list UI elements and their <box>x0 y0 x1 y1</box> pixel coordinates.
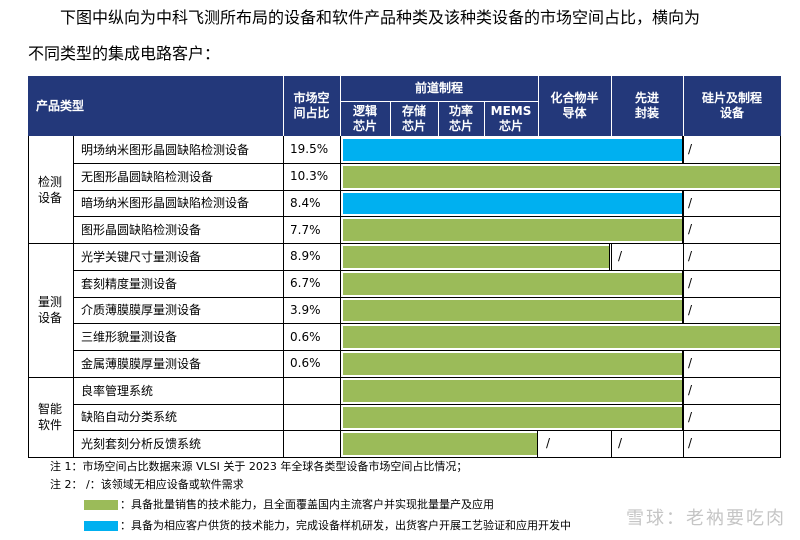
capability-bar <box>343 272 682 295</box>
row-product-name: 套刻精度量测设备 <box>81 276 178 291</box>
row-market-share <box>290 377 338 404</box>
intro-line-2: 不同类型的集成电路客户： <box>28 44 221 63</box>
no-demand-slash: / <box>618 249 623 263</box>
row-product-name: 明场纳米图形晶圆缺陷检测设备 <box>81 142 250 157</box>
no-demand-slash: / <box>688 302 693 317</box>
capability-bar <box>343 379 682 402</box>
group-label: 检测设备 <box>37 174 62 205</box>
header-front-process: 前道制程 <box>340 76 538 101</box>
capability-bar <box>343 433 537 455</box>
header-compound-semi: 化合物半导体 <box>538 76 611 136</box>
capability-bar <box>343 326 780 348</box>
row-product-name: 光刻套刻分析反馈系统 <box>81 437 202 452</box>
capability-bar <box>343 353 682 375</box>
row-product-name: 缺陷自动分类系统 <box>81 410 178 425</box>
row-product-name: 暗场纳米图形晶圆缺陷检测设备 <box>81 196 250 211</box>
header-storage-chip: 存储芯片 <box>390 101 438 136</box>
capability-bar <box>343 192 682 215</box>
no-demand-slash: / <box>688 436 693 451</box>
row-market-share: 6.7% <box>290 276 321 291</box>
no-demand-slash: / <box>688 195 693 210</box>
capability-bar <box>343 299 682 322</box>
legend-blue-text: ：具备为相应客户供货的技术能力，完成设备样机研发，出货客户开展工艺验证和应用开发… <box>120 519 571 532</box>
row-market-share: 7.7% <box>290 222 321 237</box>
legend-green-swatch <box>84 500 118 510</box>
no-demand-slash: / <box>688 142 693 156</box>
capability-bar <box>343 139 682 161</box>
no-demand-slash: / <box>688 382 693 397</box>
header-mems-chip: MEMS芯片 <box>484 101 538 136</box>
watermark: 雪球：老衲要吃肉 <box>626 508 786 529</box>
row-market-share: 3.9% <box>290 302 321 317</box>
row-market-share <box>290 404 338 431</box>
note-1: 注 1：市场空间占比数据来源 VLSI 关于 2023 年全球各类型设备市场空间… <box>50 460 468 473</box>
row-product-name: 光学关键尺寸量测设备 <box>81 249 202 264</box>
capability-bar <box>343 165 780 188</box>
group-label: 量测设备 <box>37 294 62 325</box>
header-product-type: 产品类型 <box>28 76 283 136</box>
no-demand-slash: / <box>688 275 693 290</box>
row-market-share: 19.5% <box>290 142 329 157</box>
group-label: 智能软件 <box>37 401 62 432</box>
no-demand-slash: / <box>546 436 551 451</box>
note-2: 注 2： /：该领域无相应设备或软件需求 <box>50 478 244 491</box>
row-market-share: 8.9% <box>290 249 321 264</box>
row-market-share: 0.6% <box>290 356 321 371</box>
row-market-share: 10.3% <box>290 169 329 184</box>
capability-bar <box>343 219 682 241</box>
no-demand-slash: / <box>688 356 693 370</box>
row-product-name: 三维形貌量测设备 <box>81 330 178 345</box>
row-product-name: 介质薄膜膜厚量测设备 <box>81 303 202 318</box>
no-demand-slash: / <box>688 409 693 424</box>
row-market-share: 0.6% <box>290 329 321 344</box>
header-power-chip: 功率芯片 <box>438 101 484 136</box>
legend-blue-swatch <box>84 521 118 531</box>
capability-bar <box>343 406 682 429</box>
no-demand-slash: / <box>688 249 693 263</box>
legend-green-text: ：具备批量销售的技术能力，且全面覆盖国内主流客户并实现批量量产及应用 <box>120 498 494 511</box>
header-advanced-packaging: 先进封装 <box>611 76 683 136</box>
row-product-name: 金属薄膜膜厚量测设备 <box>81 356 202 371</box>
product-table: 产品类型 市场空间占比 前道制程 逻辑芯片 存储芯片 功率芯片 MEMS芯片 化… <box>28 76 781 458</box>
row-product-name: 图形晶圆缺陷检测设备 <box>81 223 202 238</box>
no-demand-slash: / <box>688 222 693 237</box>
row-product-name: 无图形晶圆缺陷检测设备 <box>81 169 214 184</box>
no-demand-slash: / <box>618 436 623 451</box>
row-market-share <box>290 430 338 457</box>
header-market-share: 市场空间占比 <box>283 76 340 136</box>
row-market-share: 8.4% <box>290 195 321 210</box>
row-product-name: 良率管理系统 <box>81 383 154 398</box>
capability-bar <box>343 246 609 268</box>
intro-line-1: 下图中纵向为中科飞测所布局的设备和软件产品种类及该种类设备的市场空间占比，横向为 <box>60 8 701 27</box>
header-wafer-process-equipment: 硅片及制程设备 <box>683 76 781 136</box>
header-logic-chip: 逻辑芯片 <box>340 101 390 136</box>
